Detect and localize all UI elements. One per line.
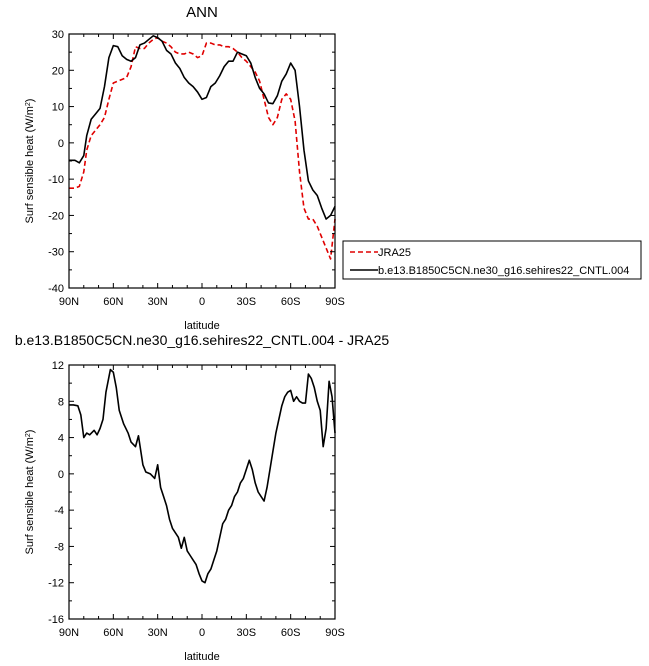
x-tick-label: 30S (237, 296, 257, 308)
y-axis-label: Surf sensible heat (W/m2) (24, 99, 36, 224)
series-group (69, 368, 336, 584)
legend-label-model: b.e13.B1850C5CN.ne30_g16.sehires22_CNTL.… (378, 265, 629, 277)
y-tick-label: 0 (58, 138, 64, 150)
x-tick-label: 60N (103, 627, 123, 639)
series-line-model (69, 368, 336, 584)
series-line-model (69, 35, 336, 220)
legend-label-jra25: JRA25 (378, 247, 411, 259)
y-tick-label: -16 (48, 614, 64, 626)
x-axis-label: latitude (184, 651, 219, 663)
legend: JRA25 b.e13.B1850C5CN.ne30_g16.sehires22… (342, 240, 642, 280)
top-panel: ANN 30 20 10 0 -10 -20 -30 -40 90N 60N 30N 0 30S 60S… (24, 4, 642, 332)
series-group (69, 35, 336, 260)
x-tick-label: 30N (148, 296, 168, 308)
y-tick-label: -10 (48, 174, 64, 186)
y-axis-ticks: 30 20 10 0 -10 -20 -30 -40 (48, 29, 335, 295)
y-tick-label: 4 (58, 433, 64, 445)
x-tick-label: 90N (59, 627, 79, 639)
chart-title: ANN (186, 4, 218, 21)
x-tick-label: 60S (281, 627, 301, 639)
legend-box (342, 240, 642, 280)
y-tick-label: -4 (54, 505, 64, 517)
y-tick-label: 20 (52, 65, 64, 77)
y-tick-label: 8 (58, 396, 64, 408)
y-axis-label: Surf sensible heat (W/m2) (24, 430, 36, 555)
x-tick-label: 60S (281, 296, 301, 308)
y-axis-ticks: 12 8 4 0 -4 -8 -12 -16 (48, 360, 335, 626)
x-tick-label: 0 (199, 296, 205, 308)
x-tick-label: 30S (237, 627, 257, 639)
x-tick-label: 90S (325, 296, 345, 308)
y-tick-label: -8 (54, 541, 64, 553)
y-tick-label: 12 (52, 360, 64, 372)
x-axis-ticks: 90N 60N 30N 0 30S 60S 90S (59, 34, 345, 308)
series-line-jra25 (69, 36, 336, 260)
x-tick-label: 60N (103, 296, 123, 308)
y-tick-label: 10 (52, 102, 64, 114)
y-tick-label: 30 (52, 29, 64, 41)
x-tick-label: 30N (148, 627, 168, 639)
y-tick-label: -40 (48, 283, 64, 295)
y-tick-label: -20 (48, 210, 64, 222)
difference-chart-title: b.e13.B1850C5CN.ne30_g16.sehires22_CNTL.… (15, 332, 390, 348)
y-tick-label: 0 (58, 469, 64, 481)
bottom-panel: b.e13.B1850C5CN.ne30_g16.sehires22_CNTL.… (15, 332, 390, 663)
x-tick-label: 90S (325, 627, 345, 639)
x-tick-label: 90N (59, 296, 79, 308)
x-axis-label: latitude (184, 320, 219, 332)
x-axis-ticks: 90N 60N 30N 0 30S 60S 90S (59, 365, 345, 639)
x-tick-label: 0 (199, 627, 205, 639)
y-tick-label: -12 (48, 578, 64, 590)
y-tick-label: -30 (48, 247, 64, 259)
